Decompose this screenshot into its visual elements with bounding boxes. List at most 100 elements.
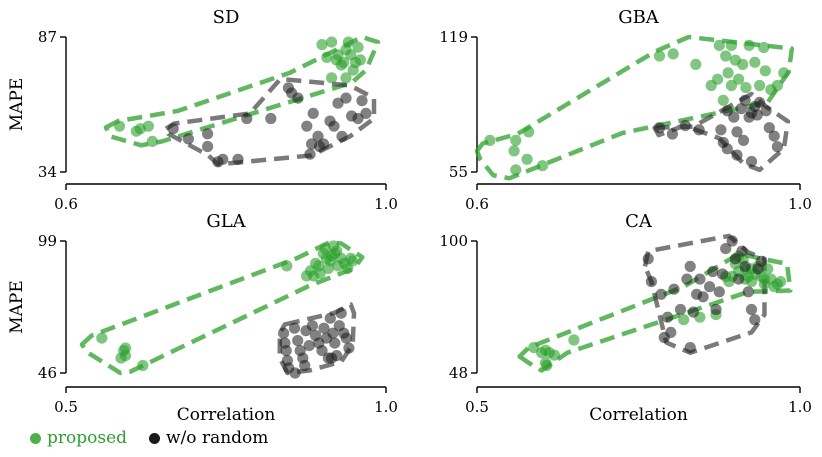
point-wo-random (768, 130, 780, 142)
point-wo-random (304, 148, 316, 160)
point-wo-random (241, 112, 253, 125)
point-wo-random (749, 314, 761, 326)
point-proposed (114, 120, 126, 132)
point-wo-random (278, 327, 290, 339)
point-wo-random (299, 359, 311, 372)
x-tick-label: 1.0 (374, 195, 398, 213)
point-wo-random (653, 122, 666, 134)
point-wo-random (745, 155, 758, 168)
x-tick-label: 0.6 (465, 195, 489, 213)
hull-proposed (79, 239, 365, 376)
point-proposed (342, 36, 354, 48)
point-wo-random (728, 111, 740, 123)
point-wo-random (668, 283, 680, 295)
point-wo-random (340, 92, 352, 104)
y-tick-label: 34 (38, 163, 57, 181)
point-wo-random (716, 268, 729, 280)
point-proposed (690, 58, 702, 70)
point-wo-random (739, 260, 751, 272)
point-wo-random (720, 243, 732, 255)
point-wo-random (684, 342, 696, 354)
point-wo-random (306, 320, 318, 332)
point-proposed (722, 67, 734, 79)
point-wo-random (729, 253, 742, 265)
point-wo-random (289, 367, 301, 379)
point-wo-random (265, 112, 277, 125)
point-proposed (713, 39, 725, 52)
point-proposed (347, 255, 359, 267)
x-axis-label: Correlation (589, 405, 688, 425)
point-wo-random (754, 96, 766, 108)
point-wo-random (760, 105, 772, 117)
y-tick-label: 100 (439, 232, 468, 250)
point-wo-random (316, 345, 328, 357)
legend-item-wo-random: w/o random (149, 428, 268, 448)
point-wo-random (755, 255, 767, 267)
point-proposed (326, 72, 338, 84)
point-proposed (281, 260, 293, 272)
point-proposed (771, 79, 784, 92)
point-wo-random (336, 130, 348, 142)
point-wo-random (332, 97, 344, 109)
point-wo-random (328, 120, 340, 132)
point-proposed (119, 350, 132, 362)
point-proposed (733, 73, 745, 85)
point-proposed (338, 56, 350, 69)
point-wo-random (742, 286, 754, 298)
point-proposed (712, 73, 724, 85)
hull-wo-random (277, 302, 357, 376)
point-proposed (754, 79, 766, 92)
y-axis-label: MAPE (7, 280, 27, 334)
point-proposed (775, 276, 787, 288)
y-tick-label: 87 (38, 28, 57, 46)
point-wo-random (306, 138, 318, 150)
point-wo-random (655, 288, 667, 300)
x-tick-label: 0.5 (54, 398, 78, 416)
point-wo-random (303, 340, 315, 352)
point-proposed (137, 359, 149, 372)
point-wo-random (710, 303, 722, 316)
point-proposed (759, 65, 771, 77)
point-proposed (510, 164, 522, 176)
point-proposed (541, 359, 553, 371)
point-proposed (743, 39, 755, 52)
y-tick-label: 119 (439, 28, 468, 46)
x-tick-label: 0.5 (465, 398, 489, 416)
point-wo-random (326, 352, 338, 364)
point-proposed (510, 134, 522, 146)
point-proposed (737, 58, 749, 70)
y-tick-label: 55 (449, 163, 468, 181)
point-wo-random (687, 306, 700, 318)
y-axis-label: MAPE (7, 78, 27, 132)
legend: proposed w/o random (30, 428, 268, 448)
point-proposed (717, 94, 729, 106)
point-wo-random (662, 311, 674, 323)
y-tick-label: 48 (449, 364, 468, 382)
point-wo-random (182, 133, 194, 145)
point-proposed (725, 79, 738, 92)
point-wo-random (681, 273, 693, 285)
point-wo-random (645, 276, 658, 288)
point-wo-random (642, 253, 654, 265)
point-proposed (523, 126, 535, 138)
point-wo-random (340, 332, 352, 344)
point-wo-random (731, 126, 743, 138)
point-wo-random (715, 124, 727, 136)
point-wo-random (217, 153, 229, 165)
point-wo-random (343, 342, 355, 354)
legend-marker-proposed (30, 432, 41, 444)
point-proposed (725, 39, 738, 52)
point-proposed (740, 82, 752, 94)
point-proposed (332, 49, 344, 61)
point-wo-random (771, 141, 784, 153)
point-wo-random (329, 337, 341, 349)
point-proposed (667, 48, 679, 60)
point-wo-random (301, 120, 313, 132)
point-proposed (536, 160, 549, 172)
point-wo-random (666, 128, 679, 140)
x-tick-label: 1.0 (788, 195, 812, 213)
point-proposed (745, 276, 758, 288)
point-proposed (758, 41, 770, 54)
point-proposed (720, 50, 732, 62)
point-wo-random (307, 107, 319, 119)
